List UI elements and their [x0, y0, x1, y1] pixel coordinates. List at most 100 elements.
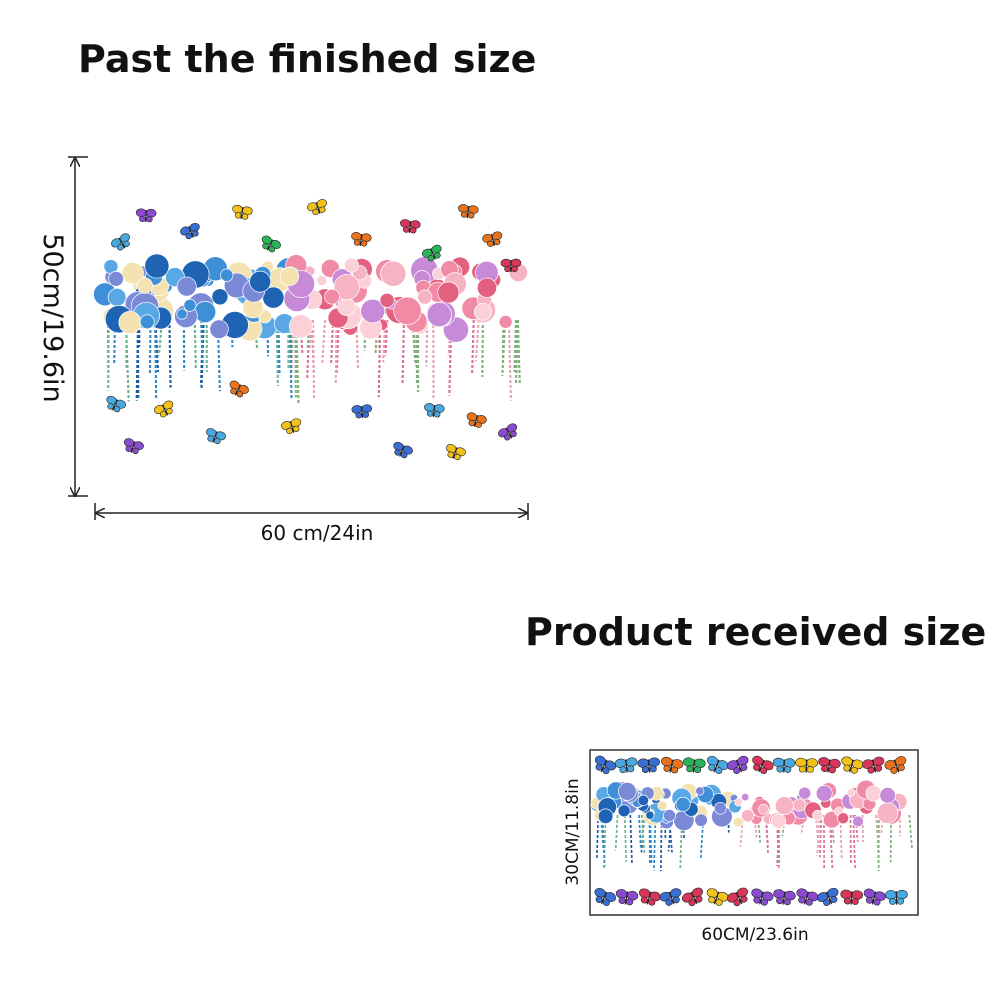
body: [432, 404, 436, 418]
flower: [879, 787, 896, 804]
flower: [713, 801, 727, 815]
body: [473, 415, 479, 427]
butterfly: [281, 418, 302, 434]
flower: [617, 804, 631, 818]
butterfly: [482, 231, 503, 247]
vine: [861, 814, 865, 843]
flower: [617, 782, 637, 801]
body: [692, 759, 696, 773]
flower: [220, 268, 234, 282]
body: [625, 759, 628, 773]
flower: [437, 281, 460, 304]
body: [713, 891, 720, 905]
flower: [176, 308, 188, 320]
flower-decal-sheet: [590, 755, 913, 907]
flower: [393, 296, 422, 326]
body: [359, 233, 363, 247]
flower: [209, 319, 229, 339]
body: [240, 206, 244, 220]
vine: [679, 814, 683, 869]
flower: [645, 810, 655, 820]
butterfly: [424, 403, 445, 418]
flower: [758, 803, 769, 815]
vine: [275, 319, 279, 387]
received-height-label: 30CM/11.8in: [563, 778, 583, 885]
wing: [500, 258, 512, 268]
flower: [837, 812, 850, 825]
body: [360, 405, 364, 419]
vine: [474, 319, 480, 362]
vine: [168, 319, 172, 388]
height-dimension: 50cm/19.6in: [37, 156, 88, 496]
body: [399, 445, 405, 457]
butterfly: [466, 412, 487, 428]
butterfly: [393, 441, 413, 459]
flower: [792, 798, 806, 812]
wing: [649, 765, 657, 773]
vine: [334, 319, 338, 385]
wing: [402, 226, 410, 233]
butterfly: [682, 887, 703, 907]
butterfly: [659, 888, 682, 906]
wing: [772, 757, 785, 768]
received-title: Product received size: [525, 610, 986, 654]
body: [315, 202, 321, 214]
butterfly: [796, 888, 819, 906]
body: [212, 431, 218, 443]
finished-title: Past the finished size: [78, 37, 536, 81]
butterfly: [614, 757, 638, 774]
body: [827, 759, 831, 773]
vine: [880, 814, 884, 836]
wing: [504, 265, 511, 273]
wing: [433, 411, 441, 418]
vine: [776, 814, 781, 867]
body: [624, 891, 629, 905]
wing: [362, 411, 370, 418]
vine: [831, 814, 835, 843]
vine: [230, 319, 234, 348]
vine: [908, 814, 913, 850]
flower: [426, 302, 452, 328]
flower: [741, 809, 755, 823]
vine: [471, 319, 475, 374]
vine: [854, 814, 859, 842]
wing: [510, 258, 522, 268]
vine: [648, 814, 651, 866]
vine: [653, 814, 657, 871]
butterfly: [773, 889, 796, 906]
body: [783, 759, 785, 773]
body: [871, 891, 877, 905]
butterfly: [106, 395, 126, 413]
body: [669, 759, 674, 773]
vine: [623, 814, 628, 862]
wing: [783, 758, 796, 768]
body: [145, 209, 147, 223]
flower-decal-preview: [93, 199, 528, 461]
flower: [316, 275, 328, 286]
wing: [795, 757, 807, 768]
vine: [875, 814, 878, 835]
butterfly: [123, 438, 144, 455]
flower: [324, 288, 340, 305]
received-width-label: 60CM/23.6in: [701, 925, 808, 945]
flower: [865, 785, 882, 802]
wing: [851, 898, 859, 905]
flower: [380, 260, 407, 287]
flower: [249, 270, 272, 293]
flower: [360, 298, 385, 324]
flower: [815, 785, 833, 802]
butterfly: [232, 204, 253, 220]
body: [850, 891, 853, 905]
body: [466, 205, 470, 219]
body: [408, 220, 412, 234]
wing: [885, 890, 897, 900]
body: [758, 759, 765, 773]
vine: [193, 319, 197, 369]
body: [646, 891, 652, 905]
butterfly: [817, 887, 839, 906]
body: [804, 891, 809, 905]
butterfly: [752, 755, 774, 775]
vine: [311, 319, 316, 400]
body: [849, 759, 854, 773]
flower: [876, 802, 899, 824]
